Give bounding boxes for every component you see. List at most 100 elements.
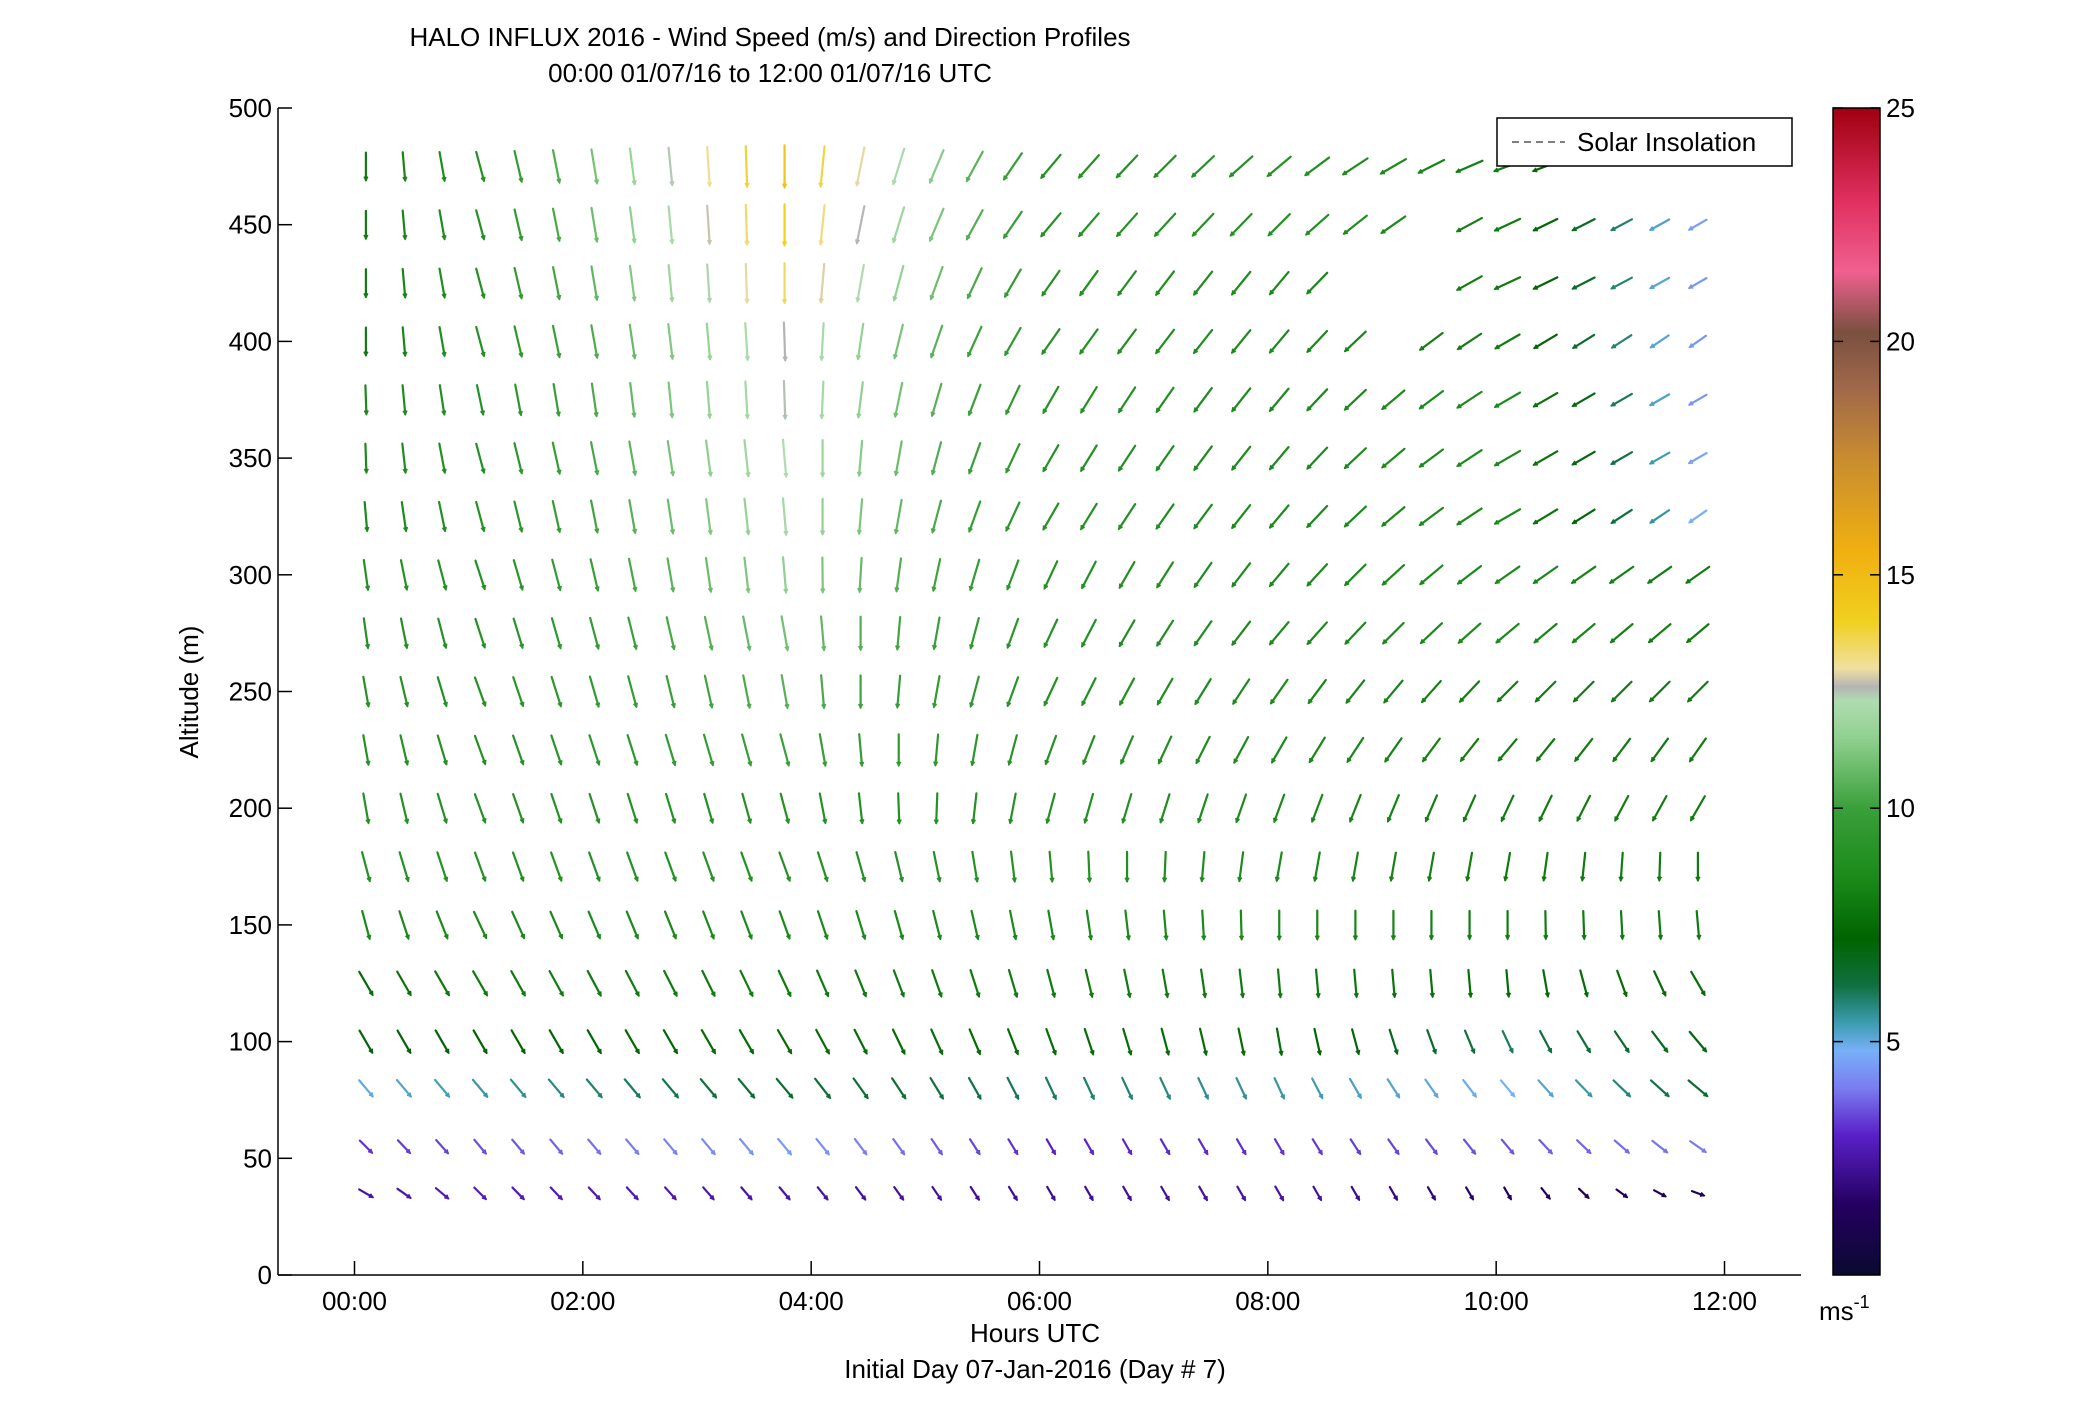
wind-vector-head — [1433, 1092, 1439, 1099]
wind-vector-head — [669, 529, 676, 535]
wind-vector — [551, 499, 561, 533]
wind-vector-head — [482, 1048, 488, 1055]
wind-vector — [551, 266, 561, 300]
wind-vector-head — [1005, 409, 1010, 416]
wind-vector-head — [402, 176, 408, 183]
wind-vector — [549, 910, 564, 940]
wind-vector — [475, 500, 486, 532]
wind-vector-head — [367, 1148, 374, 1154]
wind-vector-head — [892, 296, 898, 302]
wind-vector — [588, 734, 601, 766]
wind-vector — [512, 676, 525, 707]
wind-vector-head — [1193, 348, 1199, 355]
wind-vector-head — [859, 819, 865, 825]
wind-vector-head — [939, 1094, 944, 1100]
wind-vector — [1648, 680, 1671, 703]
wind-vector — [358, 970, 374, 996]
wind-vector-head — [1267, 231, 1273, 237]
wind-vector-head — [857, 703, 864, 710]
wind-vector — [1571, 565, 1597, 585]
wind-vector — [547, 1078, 565, 1099]
wind-vector — [968, 1028, 982, 1055]
wind-vector — [401, 209, 407, 240]
wind-vector — [1007, 1138, 1019, 1156]
wind-vector — [854, 1186, 867, 1201]
wind-vector — [1080, 386, 1098, 414]
wind-vector — [1273, 793, 1286, 823]
wind-vector-head — [819, 472, 826, 478]
wind-vector-head — [519, 701, 525, 708]
wind-vector-head — [1157, 759, 1163, 765]
wind-vector — [472, 910, 488, 940]
wind-vector-head — [1086, 877, 1093, 884]
wind-vector — [475, 267, 486, 299]
wind-vector-head — [1532, 461, 1538, 466]
wind-vector — [1193, 503, 1213, 530]
wind-vector — [818, 733, 827, 767]
wind-vector — [590, 265, 599, 301]
wind-vector — [663, 969, 678, 997]
wind-vector-head — [594, 586, 600, 592]
wind-vector-head — [1648, 697, 1655, 703]
wind-vector-head — [669, 238, 675, 245]
wind-vector-head — [632, 702, 639, 709]
wind-vector — [1155, 270, 1176, 296]
wind-vector-head — [441, 468, 447, 475]
wind-vector-head — [1051, 1149, 1056, 1156]
wind-vector — [664, 1186, 677, 1201]
wind-vector-head — [520, 1048, 526, 1055]
wind-vector — [777, 1137, 793, 1156]
wind-vector-head — [930, 411, 936, 418]
wind-vector — [362, 558, 370, 591]
wind-vector — [776, 1029, 793, 1055]
wind-vector — [969, 675, 980, 708]
wind-vector-head — [1386, 817, 1392, 823]
wind-vector-head — [929, 294, 935, 301]
wind-vector — [1046, 968, 1056, 998]
wind-vector-head — [1503, 876, 1509, 882]
wind-vector-head — [518, 527, 524, 533]
wind-vector — [623, 1078, 641, 1099]
wind-vector — [1419, 564, 1444, 586]
wind-vector-head — [670, 587, 676, 593]
wind-vector — [1159, 1076, 1171, 1100]
wind-vector — [588, 675, 600, 708]
wind-vector-head — [936, 934, 943, 941]
wind-vector-head — [556, 294, 562, 301]
wind-vector-head — [671, 1195, 677, 1201]
wind-vector — [590, 382, 598, 418]
wind-vector — [1313, 1027, 1322, 1056]
wind-vector-head — [1493, 285, 1500, 290]
wind-vector — [744, 380, 749, 420]
wind-vector-head — [1014, 1094, 1020, 1101]
wind-vector-head — [1153, 172, 1159, 179]
wind-vector — [781, 497, 788, 536]
wind-vector-head — [1574, 756, 1580, 763]
wind-vector — [666, 498, 675, 535]
wind-vector-head — [1118, 641, 1124, 648]
wind-vector-head — [818, 298, 824, 304]
wind-vector — [779, 792, 790, 824]
wind-vector-head — [594, 644, 601, 650]
wind-vector-head — [1006, 585, 1012, 591]
wind-vector — [702, 851, 715, 882]
wind-vector-head — [1081, 700, 1087, 707]
wind-vector — [968, 500, 982, 533]
wind-vector-head — [1004, 350, 1010, 357]
wind-vector-head — [706, 181, 713, 188]
wind-vector — [1571, 622, 1596, 644]
wind-vector-head — [711, 1048, 716, 1055]
wind-vector-head — [1155, 290, 1161, 296]
wind-vector-head — [672, 1149, 678, 1156]
wind-vector — [1160, 1027, 1170, 1056]
wind-vector — [891, 1077, 907, 1100]
wind-vector — [1192, 328, 1214, 354]
wind-vector — [1619, 851, 1624, 882]
wind-vector-head — [707, 355, 713, 361]
wind-vector — [661, 1078, 680, 1099]
wind-vector-head — [1231, 582, 1237, 588]
wind-vector-head — [1418, 404, 1425, 410]
wind-vector-head — [1341, 170, 1348, 176]
wind-vector — [436, 734, 448, 766]
wind-vector — [472, 970, 489, 997]
